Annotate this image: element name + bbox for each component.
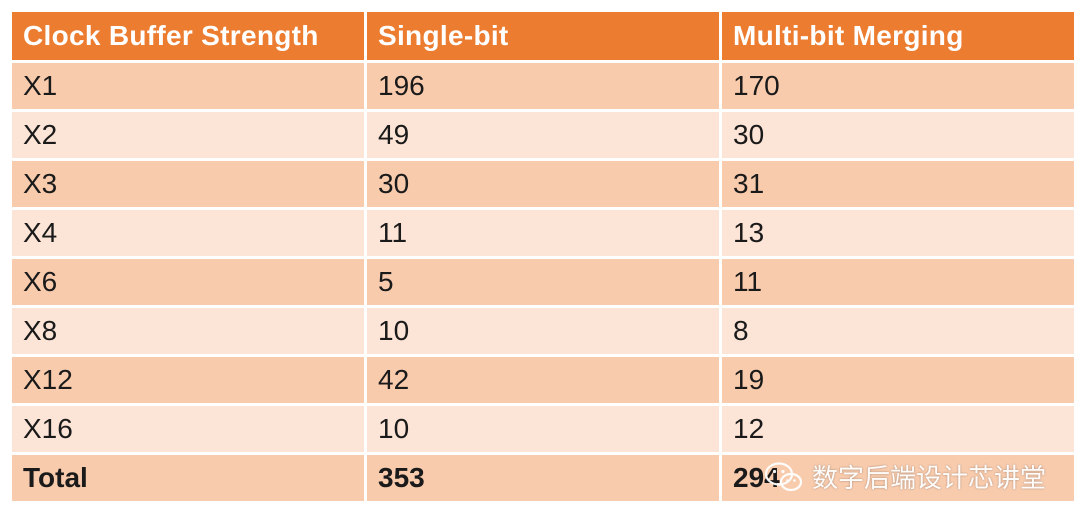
cell-strength: X2 bbox=[12, 112, 364, 158]
total-label: Total bbox=[12, 455, 364, 501]
cell-single-bit: 30 bbox=[367, 161, 719, 207]
cell-strength: X8 bbox=[12, 308, 364, 354]
wechat-icon bbox=[764, 461, 803, 491]
cell-multi-bit: 13 bbox=[722, 210, 1074, 256]
cell-multi-bit: 12 bbox=[722, 406, 1074, 452]
cell-strength: X6 bbox=[12, 259, 364, 305]
cell-single-bit: 11 bbox=[367, 210, 719, 256]
table-row: X16 10 12 bbox=[12, 406, 1074, 452]
cell-single-bit: 49 bbox=[367, 112, 719, 158]
header-single-bit: Single-bit bbox=[367, 12, 719, 60]
header-multi-bit-merging: Multi-bit Merging bbox=[722, 12, 1074, 60]
cell-single-bit: 10 bbox=[367, 308, 719, 354]
cell-strength: X16 bbox=[12, 406, 364, 452]
table-row: X2 49 30 bbox=[12, 112, 1074, 158]
cell-multi-bit: 8 bbox=[722, 308, 1074, 354]
buffer-strength-table: Clock Buffer Strength Single-bit Multi-b… bbox=[9, 9, 1077, 504]
table-row: X12 42 19 bbox=[12, 357, 1074, 403]
total-row: Total 353 294 bbox=[12, 455, 1074, 501]
cell-multi-bit: 170 bbox=[722, 63, 1074, 109]
cell-strength: X3 bbox=[12, 161, 364, 207]
cell-single-bit: 10 bbox=[367, 406, 719, 452]
cell-multi-bit: 11 bbox=[722, 259, 1074, 305]
table-row: X3 30 31 bbox=[12, 161, 1074, 207]
cell-strength: X12 bbox=[12, 357, 364, 403]
table-row: X4 11 13 bbox=[12, 210, 1074, 256]
table-row: X6 5 11 bbox=[12, 259, 1074, 305]
cell-multi-bit: 30 bbox=[722, 112, 1074, 158]
table-row: X8 10 8 bbox=[12, 308, 1074, 354]
header-row: Clock Buffer Strength Single-bit Multi-b… bbox=[12, 12, 1074, 60]
watermark: 数字后端设计芯讲堂 bbox=[764, 458, 1046, 495]
table-row: X1 196 170 bbox=[12, 63, 1074, 109]
cell-strength: X1 bbox=[12, 63, 364, 109]
watermark-text: 数字后端设计芯讲堂 bbox=[811, 463, 1046, 493]
cell-single-bit: 5 bbox=[367, 259, 719, 305]
cell-multi-bit: 31 bbox=[722, 161, 1074, 207]
cell-single-bit: 196 bbox=[367, 63, 719, 109]
header-clock-buffer-strength: Clock Buffer Strength bbox=[12, 12, 364, 60]
total-single-bit: 353 bbox=[367, 455, 719, 501]
cell-strength: X4 bbox=[12, 210, 364, 256]
cell-multi-bit: 19 bbox=[722, 357, 1074, 403]
cell-single-bit: 42 bbox=[367, 357, 719, 403]
